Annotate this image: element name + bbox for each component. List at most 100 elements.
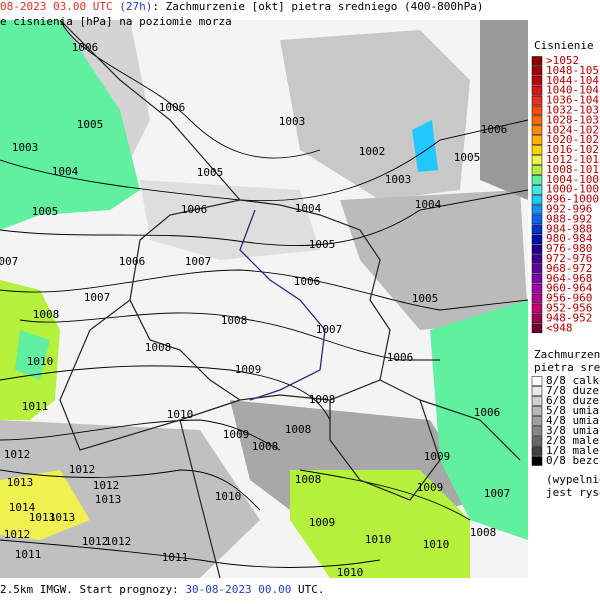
isobar-label: 1010 bbox=[337, 566, 364, 579]
isobar-label: 1008 bbox=[145, 341, 172, 354]
isobar-label: 1012 bbox=[82, 535, 109, 548]
isobar-label: 1014 bbox=[9, 501, 36, 514]
legend-label: 1012-101 bbox=[546, 153, 599, 166]
legend-swatch bbox=[531, 313, 543, 324]
isobar-label: 1007 bbox=[484, 487, 511, 500]
legend-label: 2/8 male bbox=[546, 434, 599, 447]
isobar-label: 1006 bbox=[72, 41, 99, 54]
isobar-label: 1006 bbox=[387, 351, 414, 364]
isobar-label: 1006 bbox=[481, 123, 508, 136]
isobar-label: 1005 bbox=[32, 205, 59, 218]
legend-swatch bbox=[531, 115, 543, 126]
header-band bbox=[0, 0, 600, 20]
legend-label: 1040-104 bbox=[546, 84, 599, 97]
subtitle: e cisnienia [hPa] na poziomie morza bbox=[0, 15, 232, 28]
legend-swatch bbox=[531, 456, 543, 466]
legend-swatch bbox=[531, 76, 543, 86]
legend-swatch bbox=[531, 105, 543, 116]
legend-label: 3/8 umiar bbox=[546, 424, 600, 437]
legend-label: 1000-100 bbox=[546, 183, 599, 196]
isobar-label: 1008 bbox=[309, 393, 336, 406]
legend-label: >1052 bbox=[546, 54, 579, 67]
footer-band bbox=[0, 578, 600, 600]
isobar-label: 1004 bbox=[52, 165, 79, 178]
legend-swatch bbox=[531, 125, 543, 136]
legend-label: 960-964 bbox=[546, 282, 593, 295]
legend-swatch bbox=[531, 406, 543, 416]
legend-swatch bbox=[531, 204, 543, 215]
cloud-legend-note: jest rysowe bbox=[546, 486, 600, 499]
isobar-label: 1008 bbox=[295, 473, 322, 486]
isobar-label: 1006 bbox=[159, 101, 186, 114]
isobar-label: 1008 bbox=[252, 440, 279, 453]
isobar-label: 1009 bbox=[235, 363, 262, 376]
isobar-label: 1007 bbox=[84, 291, 111, 304]
isobar-label: 1008 bbox=[470, 526, 497, 539]
pressure-legend-title: Cisnienie [hP bbox=[534, 39, 600, 52]
isobar-label: 1006 bbox=[474, 406, 501, 419]
legend-label: 972-976 bbox=[546, 252, 592, 265]
isobar-label: 1005 bbox=[412, 292, 439, 305]
footer: 2.5km IMGW. Start prognozy: 30-08-2023 0… bbox=[0, 583, 325, 596]
legend-swatch bbox=[531, 214, 543, 225]
legend-swatch bbox=[531, 274, 543, 284]
legend-label: 984-988 bbox=[546, 222, 592, 235]
legend-label: 1004-100 bbox=[546, 173, 599, 186]
legend-swatch bbox=[531, 95, 543, 106]
isobar-label: 1012 bbox=[93, 479, 120, 492]
legend-label: 8/8 calkov bbox=[546, 374, 600, 387]
isobar-label: 1004 bbox=[415, 198, 442, 211]
isobar-label: 1011 bbox=[15, 548, 42, 561]
isobar-label: 1012 bbox=[69, 463, 96, 476]
legend-label: 5/8 umiar bbox=[546, 404, 600, 417]
legend-swatch bbox=[531, 283, 543, 294]
isobar-label: 1007 bbox=[185, 255, 212, 268]
cloud-legend-title: Zachmurzenie bbox=[534, 348, 600, 361]
isobar-label: 1005 bbox=[454, 151, 481, 164]
borders bbox=[59, 19, 521, 579]
legend-label: <948 bbox=[546, 321, 573, 334]
isobar-label: 1006 bbox=[119, 255, 146, 268]
legend-swatch bbox=[531, 175, 543, 185]
legend-swatch bbox=[531, 396, 543, 406]
legend-swatch bbox=[531, 446, 543, 456]
legend-swatch bbox=[531, 426, 543, 436]
legend-label: 956-960 bbox=[546, 292, 592, 305]
legend-swatch bbox=[531, 66, 543, 76]
isobar-label: 1010 bbox=[423, 538, 450, 551]
isobar-label: 1008 bbox=[221, 314, 248, 327]
isobar-label: 1013 bbox=[95, 493, 122, 506]
legend-swatch bbox=[531, 416, 543, 426]
isobar-label: 1006 bbox=[294, 275, 321, 288]
cloud-legend-note: (wypelnieni bbox=[546, 473, 600, 486]
legend-swatch bbox=[531, 194, 543, 205]
legend-label: 7/8 duze bbox=[546, 384, 599, 397]
isobar-label: 1009 bbox=[417, 481, 444, 494]
isobar-label: 1003 bbox=[385, 173, 412, 186]
legend-swatch bbox=[531, 155, 543, 165]
isobar-label: 1009 bbox=[309, 516, 336, 529]
isobar-label: 1011 bbox=[22, 400, 49, 413]
isobar-label: 1012 bbox=[4, 448, 31, 461]
legend-label: 948-952 bbox=[546, 311, 592, 324]
legend-label: 980-984 bbox=[546, 232, 593, 245]
legend-swatch bbox=[531, 264, 543, 274]
title: 08-2023 03.00 UTC (27h): Zachmurzenie [o… bbox=[0, 0, 483, 13]
isobar-label: 1010 bbox=[215, 490, 242, 503]
isobar-label: 1004 bbox=[295, 202, 322, 215]
isobar-label: 1009 bbox=[223, 428, 250, 441]
isobar-label: 1003 bbox=[12, 141, 39, 154]
legend-label: 996-1000 bbox=[546, 193, 599, 206]
legend-swatch bbox=[531, 56, 543, 66]
legend-label: 1032-103 bbox=[546, 104, 599, 117]
legend-swatch bbox=[531, 386, 543, 396]
legend-swatch bbox=[531, 254, 543, 264]
isobar-label: 1006 bbox=[181, 203, 208, 216]
legend-label: 1/8 male bbox=[546, 444, 599, 457]
legend-swatch bbox=[531, 135, 543, 145]
legend-swatch bbox=[531, 323, 543, 334]
legend-swatch bbox=[531, 303, 543, 314]
legend-swatch bbox=[531, 293, 543, 304]
legend-label: 1020-102 bbox=[546, 133, 599, 146]
